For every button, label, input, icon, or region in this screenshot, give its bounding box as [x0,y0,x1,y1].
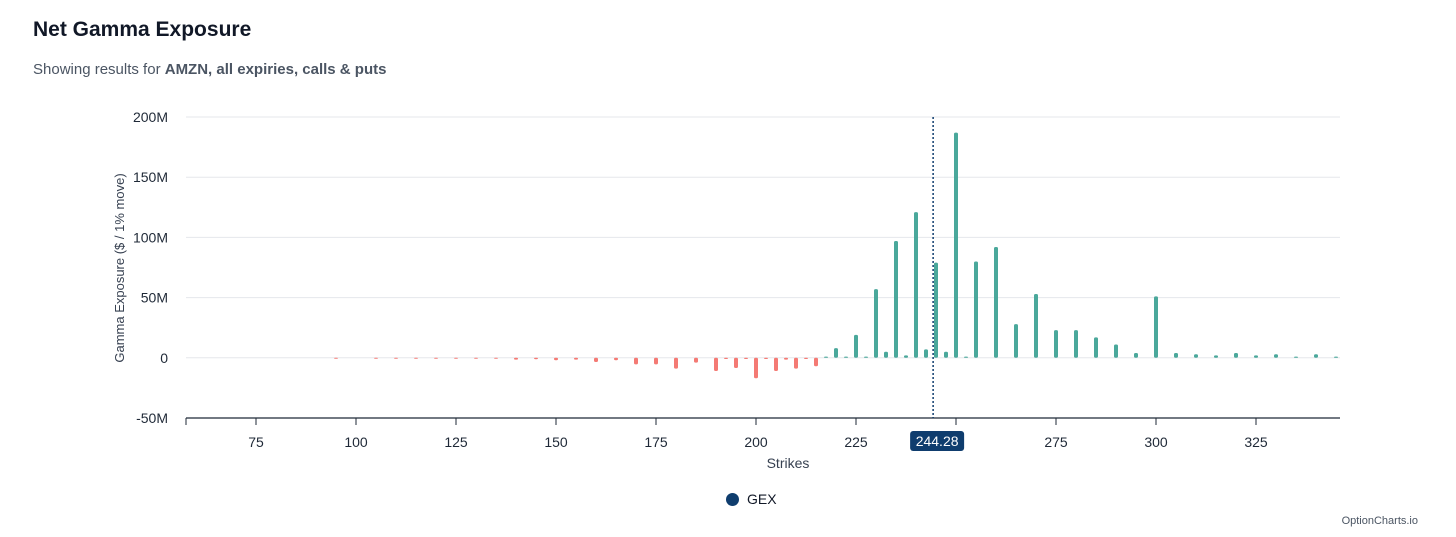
bar[interactable] [864,356,868,358]
bar[interactable] [1054,330,1058,358]
bar[interactable] [834,348,838,358]
bar[interactable] [774,357,778,372]
bar[interactable] [1154,296,1158,358]
bar[interactable] [654,357,658,365]
spot-price-label: 244.28 [916,433,959,449]
bar[interactable] [744,357,748,360]
bar[interactable] [824,356,828,358]
bar[interactable] [434,357,438,359]
bar[interactable] [1034,293,1038,358]
bar[interactable] [904,355,908,358]
bar[interactable] [964,356,968,358]
bar[interactable] [994,247,998,358]
spot-marker[interactable]: 244.28 [910,117,965,451]
bar[interactable] [694,357,698,363]
bar[interactable] [1214,355,1218,358]
x-tick-label: 275 [1044,434,1068,450]
bar[interactable] [594,357,598,363]
y-tick-label: 200M [133,109,168,125]
x-tick-label: 125 [444,434,468,450]
bar[interactable] [394,357,398,359]
grid-lines [186,116,1340,359]
bar[interactable] [334,357,338,359]
credit-text: OptionCharts.io [1341,515,1418,527]
legend-label-gex: GEX [747,491,777,507]
bar[interactable] [534,357,538,360]
bar[interactable] [1194,354,1198,358]
bar[interactable] [634,357,638,365]
bar[interactable] [884,351,888,358]
y-tick-labels: -50M 0 50M 100M 150M 200M [133,109,168,426]
bar[interactable] [374,357,378,359]
y-tick-label: 0 [160,350,168,366]
bar[interactable] [454,357,458,359]
y-tick-label: -50M [136,410,168,426]
x-tick-label: 325 [1244,434,1268,450]
bars[interactable] [334,132,1338,379]
bar[interactable] [474,357,478,359]
x-tick-label: 100 [344,434,368,450]
bar[interactable] [1094,337,1098,358]
x-tick-label: 75 [248,434,264,450]
x-tick-label: 150 [544,434,568,450]
bar[interactable] [724,357,728,360]
bar[interactable] [1274,354,1278,358]
legend[interactable]: GEX [726,491,777,507]
bar[interactable] [754,357,758,379]
bar[interactable] [1134,352,1138,358]
bar[interactable] [554,357,558,361]
bar[interactable] [614,357,618,361]
x-axis [185,417,1340,425]
bar[interactable] [764,357,768,360]
bar[interactable] [924,349,928,358]
y-tick-label: 100M [133,229,168,245]
bar[interactable] [844,356,848,358]
bar[interactable] [674,357,678,369]
bar[interactable] [974,261,978,358]
chart-title: Net Gamma Exposure [33,18,252,41]
bar[interactable] [814,357,818,367]
bar[interactable] [1074,330,1078,358]
bar[interactable] [874,289,878,358]
x-tick-label: 200 [744,434,768,450]
bar[interactable] [514,357,518,360]
bar[interactable] [414,357,418,359]
bar[interactable] [784,357,788,360]
bar[interactable] [1014,324,1018,358]
bar[interactable] [1314,354,1318,358]
bar[interactable] [494,357,498,359]
bar[interactable] [944,351,948,358]
y-axis-title: Gamma Exposure ($ / 1% move) [112,173,127,362]
y-tick-label: 150M [133,169,168,185]
bar[interactable] [734,357,738,369]
bar[interactable] [1174,352,1178,358]
bar[interactable] [1114,344,1118,358]
bar[interactable] [574,357,578,360]
bar[interactable] [894,241,898,358]
bar[interactable] [954,132,958,358]
bar[interactable] [794,357,798,369]
bar[interactable] [854,334,858,358]
x-tick-label: 300 [1144,434,1168,450]
x-tick-label: 225 [844,434,868,450]
bar[interactable] [1234,352,1238,358]
spot-price-badge[interactable] [910,431,965,451]
subtitle-selection: AMZN, all expiries, calls & puts [164,61,387,78]
legend-marker-icon [726,492,739,506]
bar[interactable] [934,262,938,358]
x-tick-label: 175 [644,434,668,450]
bar[interactable] [1334,356,1338,358]
bar[interactable] [1294,356,1298,358]
x-tick-labels: 75 100 125 150 175 200 225 275 300 325 [248,434,1268,450]
x-axis-title: Strikes [767,455,810,471]
bar[interactable] [714,357,718,372]
subtitle-prefix: Showing results for [33,61,161,78]
y-tick-label: 50M [141,290,168,306]
bar[interactable] [1254,355,1258,358]
chart-subtitle: Showing results for AMZN, all expiries, … [33,61,386,78]
bar[interactable] [914,212,918,358]
bar[interactable] [804,357,808,360]
